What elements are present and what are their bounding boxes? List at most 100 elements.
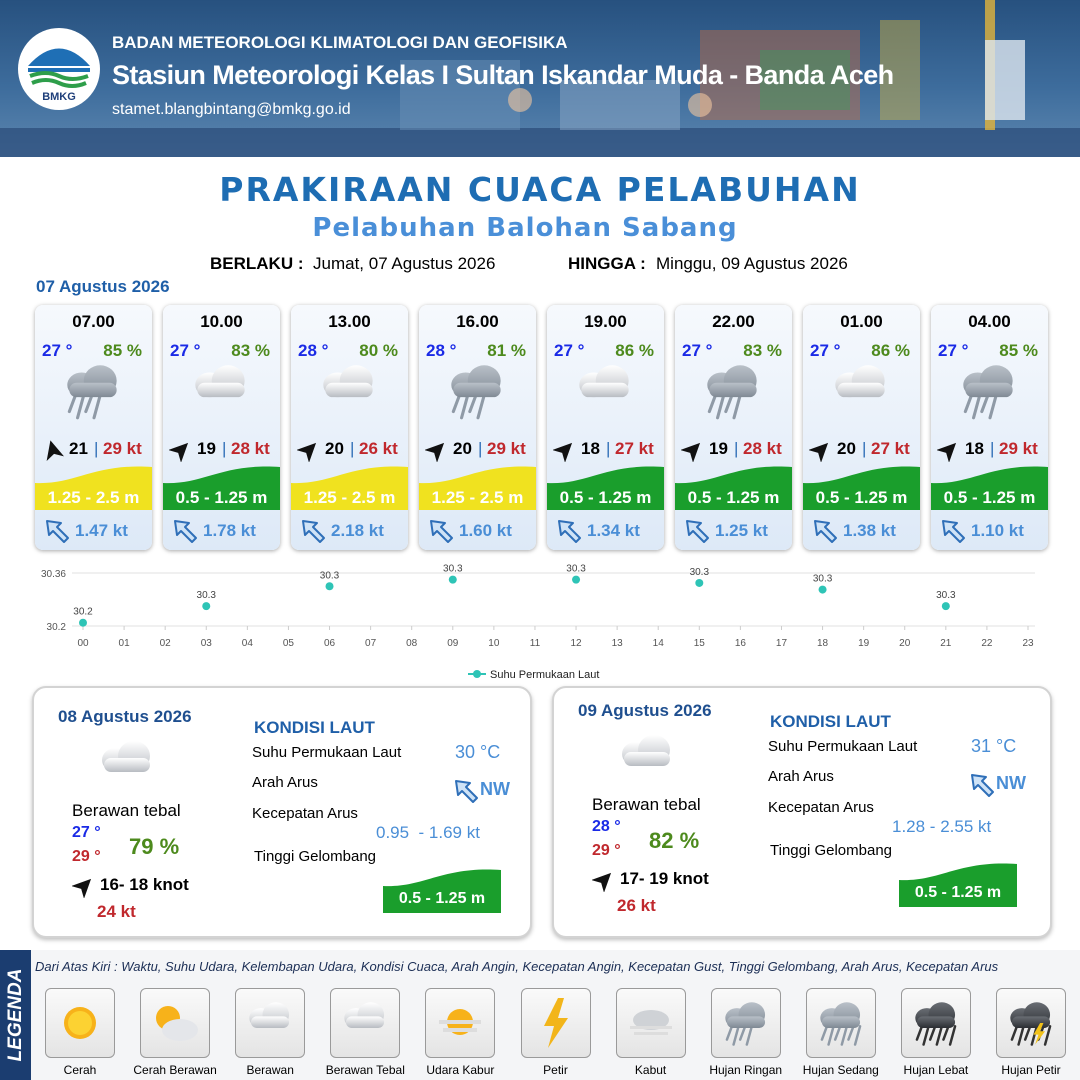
current-speed: 1.60 kt [459,521,512,540]
legend-icon [617,989,685,1057]
condition: Berawan tebal [72,801,181,820]
icon-shape [700,30,860,120]
icon-shape [455,780,478,803]
icon-shape [296,442,317,463]
legend-box [805,988,876,1058]
wave-height: 1.25 - 2.5 m [47,488,140,507]
icon-shape [726,1016,765,1028]
x-tick-label: 06 [324,638,336,649]
wave-height: 0.5 - 1.25 m [175,488,268,507]
icon-shape [476,393,486,420]
wind-speed: 20 [837,439,856,458]
legend-box [520,988,591,1058]
legend-icon [141,989,209,1057]
sst: 31 °C [971,736,1017,756]
legend-icon [997,989,1065,1057]
icon-shape [1043,1025,1052,1046]
humidity: 86 % [871,341,910,360]
speed: 0.95 - 1.69 kt [376,823,480,842]
speed-label: Kecepatan Arus [768,799,874,816]
icon-shape [963,365,1013,420]
icon-shape [197,382,245,398]
weather-icon [825,360,897,427]
data-label: 30.3 [566,564,586,575]
wave-height: 1.25 - 2.5 m [431,488,524,507]
icon-shape [803,466,920,510]
icon-shape [1010,1002,1052,1046]
wind-arrow [591,868,616,897]
icon-shape [899,863,1017,907]
wave-label: Tinggi Gelombang [254,848,377,865]
icon-shape [1030,1025,1039,1046]
station: Stasiun Meteorologi Kelas I Sultan Iskan… [112,60,894,90]
data-point [572,575,581,584]
icon-shape [847,1025,855,1041]
wind-arrow [424,438,449,467]
current-speed: 1.47 kt [75,521,128,540]
icon-shape [820,1002,862,1046]
icon-shape [931,466,1048,510]
legend-label: Berawan [246,1063,294,1077]
to-label: HINGGA : [568,254,646,273]
icon-shape [302,520,325,543]
icon-shape [558,520,581,543]
humidity: 82 % [649,828,700,853]
icon-shape [624,752,670,766]
icon-shape [827,1025,835,1046]
legend-note: Dari Atas Kiri : Waktu, Suhu Udara, Kele… [35,959,999,974]
icon-shape [985,40,1025,120]
legend-icon [902,989,970,1057]
current-arrow [452,777,480,810]
x-tick-label: 20 [899,638,911,649]
icon-shape [174,520,197,543]
icon-shape [1023,1025,1032,1041]
legend-strip [0,950,31,1080]
icon-shape [732,393,742,420]
icon-shape [68,1011,92,1035]
data-label: 30.3 [443,564,463,575]
wind-speed: 21 [69,439,88,458]
gust: 26 kt [359,439,398,458]
weather-icon [569,360,641,427]
icon-shape [35,466,152,510]
wind-speed: 19 [197,439,216,458]
icon-shape [675,466,792,510]
y-tick-label: 30.2 [47,622,67,633]
wind-arrow [168,438,193,467]
wind-speed: 18 [581,439,600,458]
data-label: 30.3 [936,590,956,601]
legend-marker [473,670,481,678]
icon-shape [935,1025,943,1046]
sst-chart: 30.2 30.36 00 01 02 03 04 05 06 07 08 09 10 11 12 13 14 1… [41,564,1035,681]
icon-shape [46,440,65,462]
icon-shape [837,382,885,398]
x-tick-label: 19 [858,638,870,649]
dir-label: Arah Arus [252,774,318,791]
icon-shape [942,520,965,543]
current-speed: 2.18 kt [331,521,384,540]
icon-shape [323,365,373,398]
to-date: Minggu, 09 Agustus 2026 [656,254,848,273]
icon-shape [948,1025,957,1046]
gust: 28 kt [231,439,270,458]
x-tick-label: 22 [981,638,993,649]
icon-shape [455,780,478,803]
legend-label: Berawan Tebal [325,1063,405,1077]
separator: | [222,439,227,458]
x-tick-label: 02 [160,638,172,649]
time: 01.00 [840,312,883,331]
forecast-card: 04.00 27 ° 85 % 18 | 29 kt 0.5 - 1.25 m 1.10 kt [931,305,1048,550]
wind-arrow [936,438,961,467]
x-tick-label: 16 [735,638,747,649]
humidity: 83 % [231,341,270,360]
icon-shape [344,1002,385,1028]
legend-title: LEGENDA [5,968,26,1062]
icon-shape [814,520,837,543]
icon-shape [1033,1023,1046,1045]
sst-label: Suhu Permukaan Laut [768,738,918,755]
icon-shape [808,442,829,463]
icon-shape [942,520,965,543]
humidity: 79 % [129,834,180,859]
separator: | [990,439,995,458]
current-arrow [299,517,327,550]
